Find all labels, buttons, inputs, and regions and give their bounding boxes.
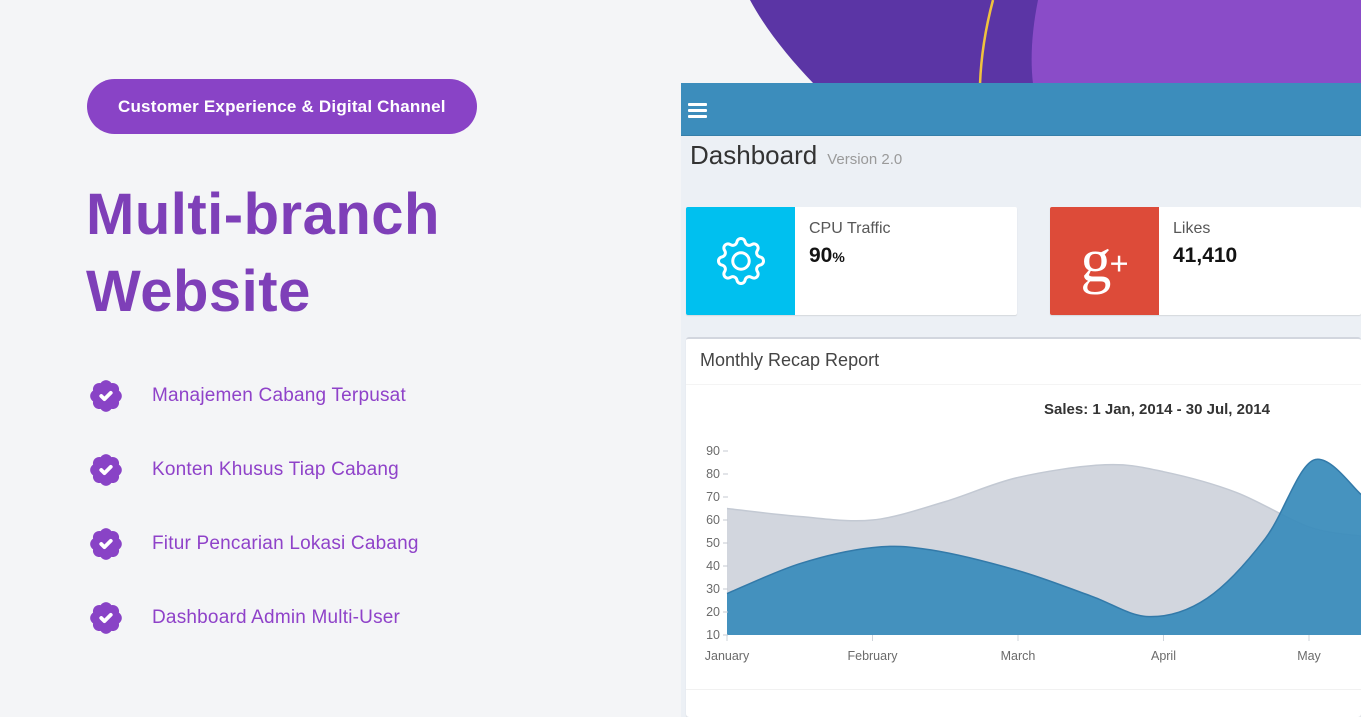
list-item: Konten Khusus Tiap Cabang <box>87 451 419 489</box>
page-title: Multi-branch Website <box>86 176 440 330</box>
monthly-recap-panel: Monthly Recap Report Sales: 1 Jan, 2014 … <box>686 337 1361 717</box>
y-axis-tick-label: 20 <box>706 605 720 619</box>
info-box-value: 41,410 <box>1173 244 1238 267</box>
x-axis-tick-label: February <box>847 649 898 663</box>
badge-check-icon <box>87 377 125 415</box>
info-box-row: CPU Traffic 90% g+ Likes 41,410 <box>681 207 1361 315</box>
purple-blob-light <box>1031 0 1361 84</box>
y-axis-tick-label: 60 <box>706 513 720 527</box>
y-axis-tick-label: 70 <box>706 490 720 504</box>
info-box-cpu-traffic: CPU Traffic 90% <box>686 207 1017 315</box>
x-axis-tick-label: March <box>1001 649 1036 663</box>
list-item: Fitur Pencarian Lokasi Cabang <box>87 525 419 563</box>
category-badge-label: Customer Experience & Digital Channel <box>118 96 446 116</box>
x-axis-tick-label: May <box>1297 649 1321 663</box>
badge-check-icon <box>87 599 125 637</box>
dashboard-screenshot: Dashboard Version 2.0 CPU Traffic 90% <box>681 83 1361 717</box>
info-box-value: 90% <box>809 244 845 267</box>
sales-series-line <box>726 458 1361 618</box>
info-box-label: CPU Traffic <box>809 220 891 237</box>
info-box-likes: g+ Likes 41,410 <box>1050 207 1361 315</box>
dashboard-top-navbar <box>681 83 1361 136</box>
google-plus-icon: g+ <box>1050 207 1159 315</box>
hamburger-icon[interactable] <box>688 98 712 122</box>
gear-icon <box>686 207 795 315</box>
feature-list: Manajemen Cabang Terpusat Konten Khusus … <box>87 377 419 673</box>
decorative-purple-blobs <box>750 0 1361 84</box>
monthly-recap-chart: 10 20 30 40 50 60 70 80 90 January February March Ap… <box>705 444 1361 663</box>
list-item: Manajemen Cabang Terpusat <box>87 377 419 415</box>
feature-label: Fitur Pencarian Lokasi Cabang <box>152 533 419 554</box>
dashboard-content-header: Dashboard Version 2.0 <box>690 140 902 171</box>
y-axis-tick-label: 10 <box>706 628 720 642</box>
dashboard-title: Dashboard <box>690 140 818 170</box>
y-axis-tick-label: 90 <box>706 444 720 458</box>
sales-series-area <box>727 459 1361 635</box>
category-badge: Customer Experience & Digital Channel <box>87 79 477 134</box>
x-axis-tick-label: January <box>705 649 750 663</box>
y-axis-tick-label: 50 <box>706 536 720 550</box>
info-box-content: CPU Traffic 90% <box>795 207 891 315</box>
list-item: Dashboard Admin Multi-User <box>87 599 419 637</box>
feature-label: Manajemen Cabang Terpusat <box>152 385 406 406</box>
badge-check-icon <box>87 525 125 563</box>
page-title-line1: Multi-branch <box>86 182 440 247</box>
info-box-label: Likes <box>1173 220 1211 237</box>
y-axis-tick-label: 30 <box>706 582 720 596</box>
y-axis-tick-label: 80 <box>706 467 720 481</box>
page-title-line2: Website <box>86 259 311 324</box>
gold-curve-line <box>978 0 995 84</box>
info-box-content: Likes 41,410 <box>1159 207 1237 315</box>
feature-label: Konten Khusus Tiap Cabang <box>152 459 399 480</box>
x-axis-tick-label: April <box>1151 649 1176 663</box>
badge-check-icon <box>87 451 125 489</box>
panel-title: Monthly Recap Report <box>686 339 1361 385</box>
y-axis-tick-label: 40 <box>706 559 720 573</box>
feature-label: Dashboard Admin Multi-User <box>152 607 401 628</box>
panel-footer-divider <box>686 689 1361 690</box>
background-series-line <box>726 463 1361 537</box>
dashboard-version: Version 2.0 <box>827 151 903 168</box>
chart-title: Sales: 1 Jan, 2014 - 30 Jul, 2014 <box>1044 401 1270 418</box>
